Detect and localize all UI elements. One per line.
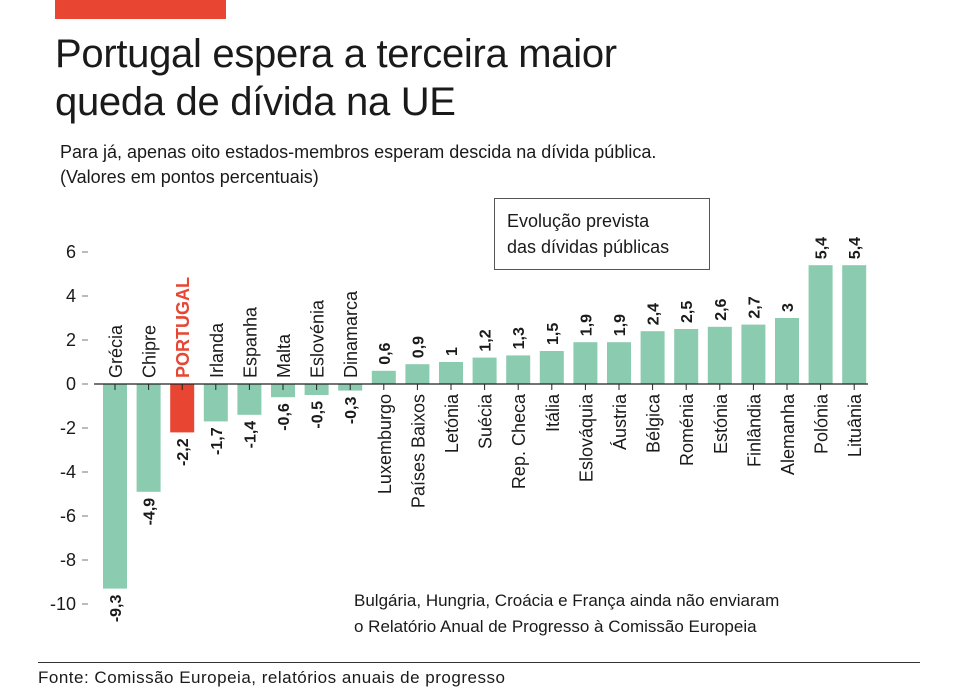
value-label: -1,4 bbox=[242, 421, 259, 449]
y-tick-label: -10 bbox=[50, 594, 76, 614]
subtitle-line-2: (Valores em pontos percentuais) bbox=[60, 167, 319, 187]
bar bbox=[539, 351, 564, 384]
category-label: PORTUGAL bbox=[173, 277, 193, 378]
value-label: -9,3 bbox=[108, 595, 125, 623]
bar bbox=[775, 318, 799, 384]
subtitle-line-1: Para já, apenas oito estados-membros esp… bbox=[60, 142, 657, 162]
bar bbox=[842, 265, 867, 384]
value-label: 1,3 bbox=[511, 327, 528, 349]
bar bbox=[136, 384, 161, 492]
bar bbox=[506, 355, 531, 384]
value-label: 0,9 bbox=[410, 336, 427, 358]
accent-bar bbox=[55, 0, 226, 19]
bar bbox=[472, 357, 497, 384]
bar bbox=[573, 342, 598, 384]
chart-subtitle: Para já, apenas oito estados-membros esp… bbox=[60, 140, 656, 190]
y-tick-label: -8 bbox=[60, 550, 76, 570]
category-label: Lituânia bbox=[845, 393, 865, 457]
category-label: Eslovénia bbox=[308, 299, 328, 378]
category-labels: Grécia Chipre PORTUGAL Irlanda Espanha Malta E… bbox=[106, 277, 865, 508]
value-label: 2,5 bbox=[679, 301, 696, 323]
bar bbox=[439, 362, 463, 384]
y-tick-label: -2 bbox=[60, 418, 76, 438]
value-label: -1,7 bbox=[209, 427, 226, 455]
value-label: 3 bbox=[780, 303, 797, 312]
category-label: Malta bbox=[274, 333, 294, 378]
value-label: -0,3 bbox=[343, 397, 360, 425]
title-line-1: Portugal espera a terceira maior bbox=[55, 32, 617, 76]
y-tick-label: 0 bbox=[66, 374, 76, 394]
legend-line-2: das dívidas públicas bbox=[507, 237, 670, 257]
y-tick-label: 2 bbox=[66, 330, 76, 350]
value-label: 1 bbox=[444, 347, 461, 356]
value-label: -0,5 bbox=[310, 401, 327, 429]
category-label: Suécia bbox=[476, 393, 496, 449]
value-label: 2,6 bbox=[713, 298, 730, 320]
y-tick-label: -6 bbox=[60, 506, 76, 526]
value-label: 0,6 bbox=[377, 342, 394, 364]
bar bbox=[808, 265, 833, 384]
bar bbox=[203, 384, 228, 422]
category-label: Áustria bbox=[610, 393, 630, 450]
bar bbox=[674, 329, 699, 384]
value-label: 2,7 bbox=[746, 296, 763, 318]
bar bbox=[405, 364, 430, 384]
value-label: -4,9 bbox=[142, 498, 159, 526]
title-line-2: queda de dívida na UE bbox=[55, 80, 456, 124]
value-labels: -9,3 -4,9 -2,2 -1,7 -1,4 -0,6 -0,5 -0,3 0,6 0,9 1 1… bbox=[108, 237, 864, 622]
bar bbox=[170, 384, 195, 433]
category-label: Rep. Checa bbox=[509, 393, 529, 489]
category-label: Letónia bbox=[442, 393, 462, 453]
value-label: 2,4 bbox=[646, 303, 663, 325]
category-label: Alemanha bbox=[778, 393, 798, 475]
category-label: Irlanda bbox=[207, 322, 227, 378]
value-label: 5,4 bbox=[814, 237, 831, 259]
legend-line-1: Evolução prevista bbox=[507, 211, 650, 231]
category-label: Polónia bbox=[812, 393, 832, 454]
bar bbox=[741, 324, 766, 384]
bars bbox=[103, 265, 867, 589]
chart-title: Portugal espera a terceira maior queda d… bbox=[55, 30, 815, 126]
category-label: Espanha bbox=[240, 306, 260, 378]
category-label: Bélgica bbox=[644, 393, 664, 453]
y-axis: 6 4 2 0 -2 -4 -6 -8 -10 bbox=[50, 242, 88, 614]
category-label: Dinamarca bbox=[341, 290, 361, 378]
value-label: 1,9 bbox=[578, 314, 595, 336]
footnote: Bulgária, Hungria, Croácia e França aind… bbox=[354, 588, 779, 640]
category-label: Grécia bbox=[106, 324, 126, 378]
footer-divider bbox=[38, 662, 920, 663]
y-tick-label: 4 bbox=[66, 286, 76, 306]
y-tick-label: -4 bbox=[60, 462, 76, 482]
value-label: 1,5 bbox=[545, 323, 562, 345]
category-label: Países Baixos bbox=[408, 394, 428, 508]
bar bbox=[371, 370, 396, 384]
value-label: -2,2 bbox=[175, 438, 192, 466]
category-label: Luxemburgo bbox=[375, 394, 395, 494]
note-line-2: o Relatório Anual de Progresso à Comissã… bbox=[354, 617, 757, 636]
value-label: -0,6 bbox=[276, 403, 293, 431]
y-tick-label: 6 bbox=[66, 242, 76, 262]
bar bbox=[707, 326, 732, 384]
legend-box: Evolução prevista das dívidas públicas bbox=[494, 198, 710, 270]
source-text: Fonte: Comissão Europeia, relatórios anu… bbox=[38, 668, 506, 687]
bar bbox=[607, 342, 631, 384]
category-label: Roménia bbox=[677, 393, 697, 466]
bar bbox=[271, 384, 295, 398]
category-label: Estónia bbox=[711, 393, 731, 454]
category-label: Itália bbox=[543, 393, 563, 432]
bar bbox=[103, 384, 127, 589]
category-label: Eslováquia bbox=[576, 393, 596, 482]
value-label: 1,9 bbox=[612, 314, 629, 336]
category-label: Finlândia bbox=[744, 393, 764, 467]
value-label: 1,2 bbox=[478, 329, 495, 351]
category-label: Chipre bbox=[140, 325, 160, 378]
note-line-1: Bulgária, Hungria, Croácia e França aind… bbox=[354, 591, 780, 610]
value-label: 5,4 bbox=[847, 237, 864, 259]
bar bbox=[640, 331, 665, 384]
